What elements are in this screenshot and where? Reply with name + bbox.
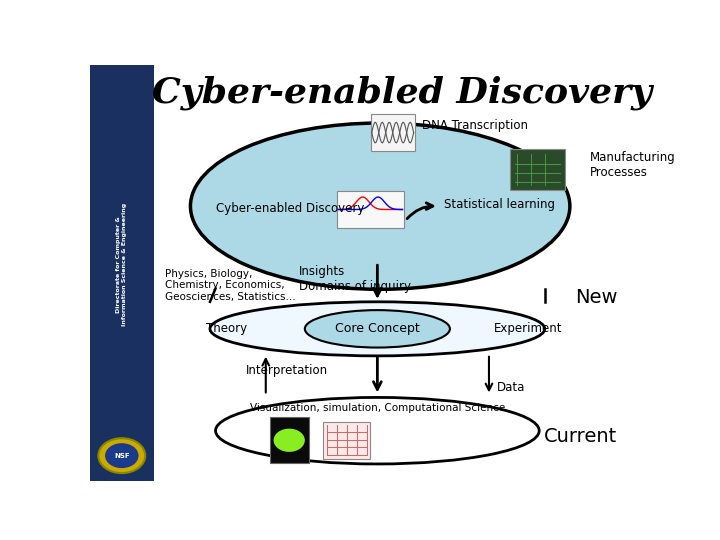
Circle shape <box>105 443 138 468</box>
Text: Theory: Theory <box>206 322 247 335</box>
Text: Data: Data <box>498 381 526 394</box>
Text: Physics, Biology,
Chemistry, Economics,
Geosciences, Statistics...: Physics, Biology, Chemistry, Economics, … <box>166 268 296 302</box>
Text: Interpretation: Interpretation <box>246 364 328 377</box>
Text: Directorate for Computer &
Information Science & Engineering: Directorate for Computer & Information S… <box>117 203 127 326</box>
Ellipse shape <box>210 302 545 356</box>
Text: Experiment: Experiment <box>494 322 562 335</box>
Text: New: New <box>575 288 617 307</box>
FancyBboxPatch shape <box>270 417 309 463</box>
Text: NSF: NSF <box>114 453 130 458</box>
Ellipse shape <box>215 397 539 464</box>
Text: Core Concept: Core Concept <box>335 322 420 335</box>
Text: Insights
Domains of inquiry: Insights Domains of inquiry <box>300 265 411 293</box>
Text: DNA Transcription: DNA Transcription <box>422 119 528 132</box>
Ellipse shape <box>305 310 450 348</box>
Text: Manufacturing
Processes: Manufacturing Processes <box>590 151 675 179</box>
Text: Current: Current <box>544 428 617 447</box>
FancyBboxPatch shape <box>323 422 370 458</box>
FancyBboxPatch shape <box>371 114 415 151</box>
Text: Cyber-enabled Discovery: Cyber-enabled Discovery <box>215 202 364 215</box>
FancyBboxPatch shape <box>337 191 404 228</box>
Text: Cyber-enabled Discovery: Cyber-enabled Discovery <box>153 75 652 110</box>
Text: Visualization, simulation, Computational Science: Visualization, simulation, Computational… <box>250 403 505 413</box>
FancyBboxPatch shape <box>510 149 565 191</box>
Circle shape <box>274 429 305 452</box>
Circle shape <box>99 438 145 473</box>
Ellipse shape <box>190 123 570 289</box>
FancyBboxPatch shape <box>90 65 154 481</box>
Text: Statistical learning: Statistical learning <box>444 198 555 211</box>
